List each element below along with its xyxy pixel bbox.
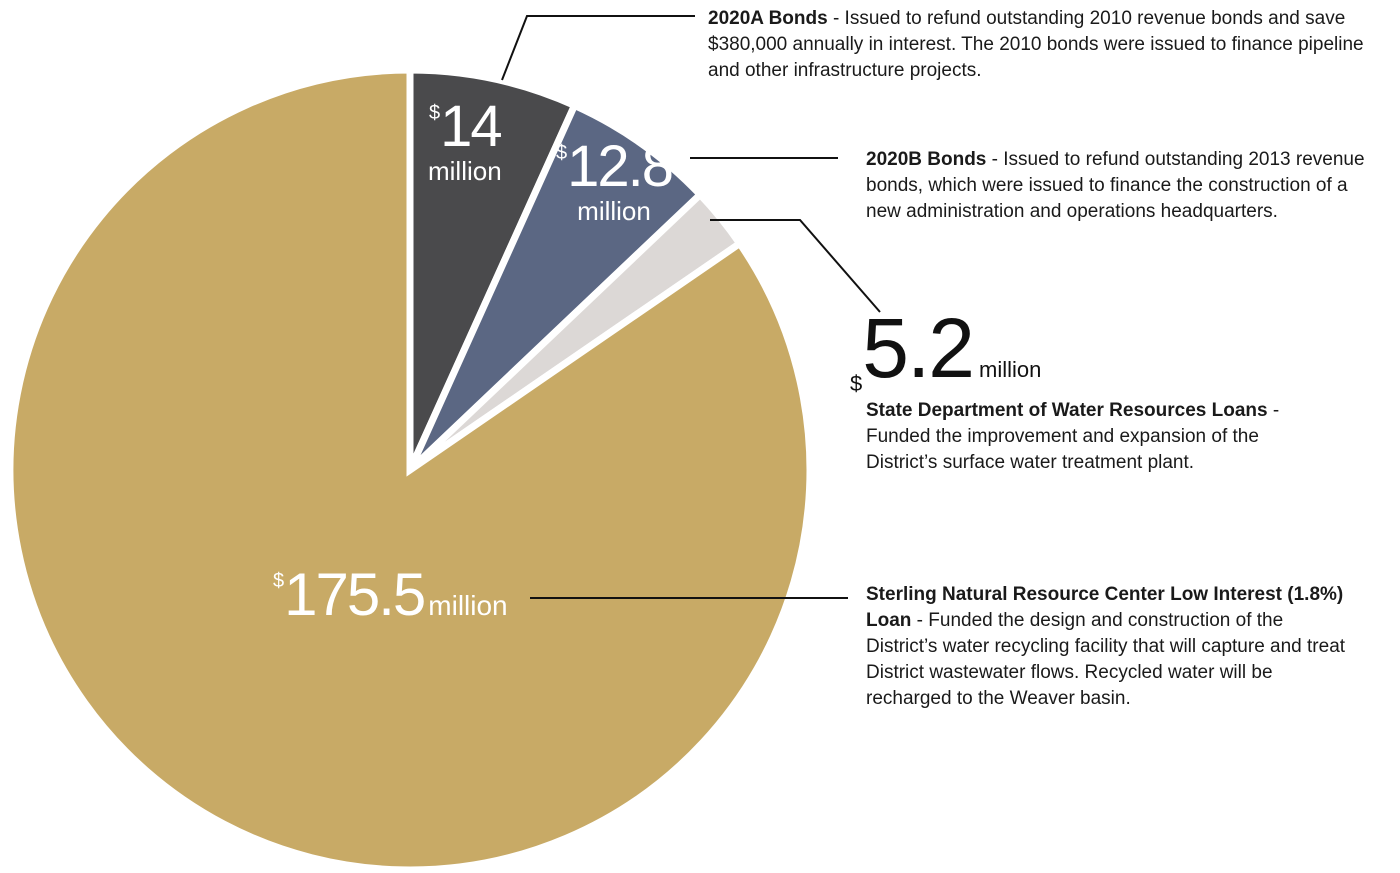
annotation-title: State Department of Water Resources Loan… [866, 400, 1268, 421]
slice-2020a-bonds [406, 66, 580, 472]
slice-unit: million [979, 357, 1042, 382]
annotation-2020a-bonds: 2020A Bonds - Issued to refund outstandi… [708, 6, 1398, 84]
slice-amount: 14 [440, 94, 502, 159]
slice-amount: 175.5 [284, 561, 426, 628]
annotation-text: - Issued to refund outstanding 2013 reve… [866, 149, 1365, 222]
currency-symbol: $ [850, 371, 863, 396]
slice-amount: 12.8 [567, 134, 674, 199]
slice-unit: million [428, 156, 502, 186]
annotation-title: 2020A Bonds [708, 8, 828, 29]
currency-symbol: $ [556, 142, 568, 164]
slice-value-label: $12.8 million [556, 138, 674, 227]
slice-amount: 5.2 [862, 301, 975, 395]
slice-value-label: $175.5 million [273, 565, 508, 625]
slice-value-label-external: $5.2 million [850, 306, 1042, 396]
annotation-text: - Issued to refund outstanding 2010 reve… [708, 8, 1364, 81]
annotation-sterling-loan: Sterling Natural Resource Center Low Int… [866, 582, 1346, 712]
leader-line-2020a [501, 15, 695, 81]
slice-value-label: $14 million [428, 98, 503, 187]
leader-line-dwr-loans [710, 219, 881, 313]
slice-unit: million [428, 590, 508, 621]
annotation-title: 2020B Bonds [866, 149, 987, 170]
annotation-title: Sterling Natural Resource Center Low Int… [866, 584, 1344, 631]
annotation-text: - Funded the improvement and expansion o… [866, 400, 1280, 473]
annotation-2020b-bonds: 2020B Bonds - Issued to refund outstandi… [866, 147, 1386, 225]
currency-symbol: $ [429, 102, 441, 124]
slice-unit: million [577, 196, 651, 226]
currency-symbol: $ [273, 570, 285, 592]
annotation-text: - Funded the design and construction of … [866, 610, 1346, 709]
annotation-dwr-loans: State Department of Water Resources Loan… [866, 398, 1306, 476]
slice-2020b-bonds [406, 100, 706, 473]
slice-sterling-loan [6, 66, 814, 873]
